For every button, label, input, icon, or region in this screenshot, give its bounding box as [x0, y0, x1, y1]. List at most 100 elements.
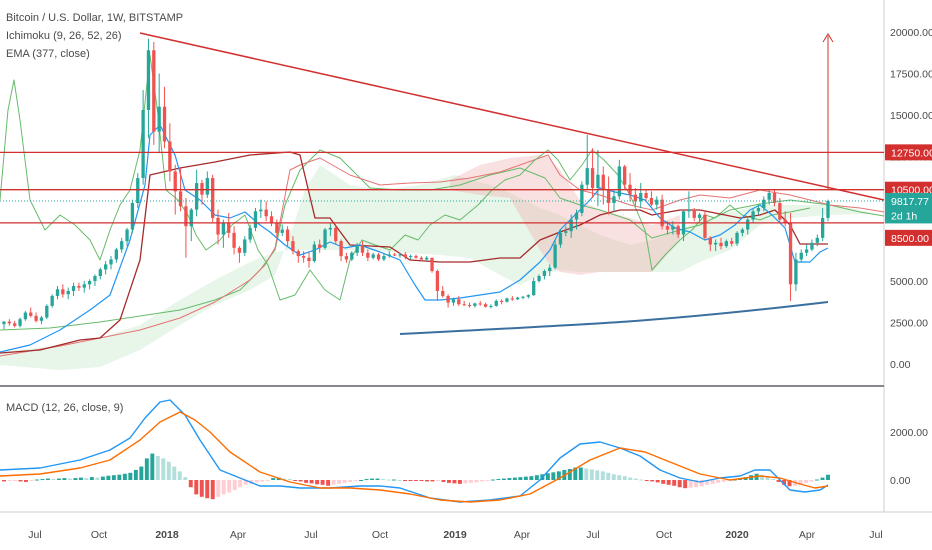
- candle: [692, 207, 696, 222]
- main-legend: Bitcoin / U.S. Dollar, 1W, BITSTAMP Ichi…: [6, 9, 183, 63]
- histogram-bar: [227, 480, 232, 493]
- histogram-bar: [298, 480, 303, 482]
- candle: [162, 86, 167, 149]
- candle: [29, 307, 33, 318]
- candle: [355, 242, 359, 257]
- histogram-bar: [699, 480, 704, 487]
- candle-body: [703, 214, 707, 238]
- histogram-bar: [809, 480, 814, 482]
- histogram-bar: [534, 475, 539, 480]
- candle: [601, 166, 605, 205]
- candle: [312, 241, 316, 263]
- candle: [687, 191, 691, 218]
- candle-body: [61, 289, 65, 295]
- candle: [18, 317, 22, 328]
- candle: [334, 226, 338, 245]
- candle: [376, 252, 381, 262]
- candle: [253, 207, 258, 232]
- candle: [505, 297, 509, 303]
- histogram-bar: [128, 472, 133, 480]
- candle: [55, 285, 60, 300]
- histogram-bar: [221, 480, 226, 495]
- candle: [713, 239, 718, 252]
- histogram-bar: [523, 476, 528, 480]
- histogram-bar: [776, 480, 781, 482]
- candle-body: [617, 166, 621, 197]
- histogram-bar: [62, 478, 67, 480]
- candle: [499, 299, 504, 305]
- candle: [596, 149, 600, 207]
- histogram-bar: [309, 480, 314, 484]
- candle: [537, 274, 541, 283]
- ema-legend[interactable]: EMA (377, close): [6, 48, 90, 60]
- histogram-bar: [216, 480, 221, 497]
- histogram-bar: [798, 480, 803, 485]
- candle-body: [371, 254, 375, 258]
- candle-body: [794, 259, 798, 285]
- histogram-bar: [337, 480, 342, 484]
- candle-body: [639, 193, 643, 202]
- candle-body: [441, 290, 445, 296]
- candle: [751, 207, 755, 223]
- price-axis: 20000.0017500.0015000.0012500.0010000.00…: [885, 27, 932, 371]
- histogram-bar: [403, 480, 407, 481]
- symbol-title[interactable]: Bitcoin / U.S. Dollar, 1W, BITSTAMP: [6, 12, 184, 24]
- candle-body: [168, 141, 172, 172]
- candle: [7, 319, 12, 326]
- histogram-bar: [282, 478, 287, 480]
- histogram-bar: [617, 475, 622, 480]
- candle-body: [425, 257, 429, 260]
- candle-body: [339, 241, 343, 257]
- candle-body: [66, 290, 70, 295]
- histogram-bar: [716, 480, 721, 483]
- candle: [815, 234, 819, 247]
- candle: [526, 294, 531, 299]
- senkou-span-b-line: [0, 154, 885, 357]
- histogram-bar: [89, 477, 94, 480]
- candle: [259, 199, 263, 218]
- candle: [799, 249, 803, 263]
- histogram-bar: [688, 480, 693, 488]
- macd-legend-label[interactable]: MACD (12, 26, close, 9): [6, 402, 124, 414]
- histogram-bar: [666, 480, 671, 485]
- candle: [574, 209, 579, 230]
- candle-body: [45, 305, 49, 318]
- histogram-bar: [655, 480, 660, 483]
- histogram-bar: [820, 477, 825, 480]
- candle-body: [23, 312, 28, 320]
- candle-body: [243, 239, 247, 253]
- time-axis: Jul Oct 2018 Apr Jul Oct 2019 Apr Jul Oct 2020 Apr J…: [28, 529, 882, 541]
- ichimoku-legend[interactable]: Ichimoku (9, 26, 52, 26): [6, 30, 122, 42]
- candle: [719, 237, 723, 250]
- candle-body: [55, 289, 60, 296]
- histogram-bar: [611, 474, 616, 480]
- candle-body: [762, 199, 766, 208]
- candle-body: [296, 251, 300, 257]
- candle: [387, 251, 391, 258]
- candle-body: [697, 214, 702, 218]
- histogram-bar: [479, 480, 484, 482]
- histogram-bar: [34, 479, 39, 481]
- price-tag-bg: [885, 207, 932, 224]
- histogram-bar: [144, 458, 149, 480]
- candle-body: [2, 321, 6, 325]
- price-axis-tick: 15000.00: [890, 110, 932, 122]
- candle: [612, 189, 616, 212]
- candle-body: [29, 312, 33, 316]
- histogram-bar: [100, 476, 105, 480]
- histogram-bar: [40, 479, 45, 481]
- candle: [804, 244, 809, 257]
- candle-body: [623, 166, 627, 185]
- price-tag-bg: [885, 144, 932, 161]
- histogram-bar: [595, 470, 600, 480]
- candle-body: [93, 276, 97, 281]
- histogram-bar: [468, 480, 473, 483]
- price-tag: 8500.00: [885, 229, 932, 246]
- candle: [237, 246, 242, 263]
- time-axis-label: Apr: [799, 529, 816, 541]
- histogram-bar: [326, 480, 331, 486]
- macd-axis: 2000.00 0.00: [890, 427, 928, 487]
- kumo-cloud-green: [0, 165, 884, 370]
